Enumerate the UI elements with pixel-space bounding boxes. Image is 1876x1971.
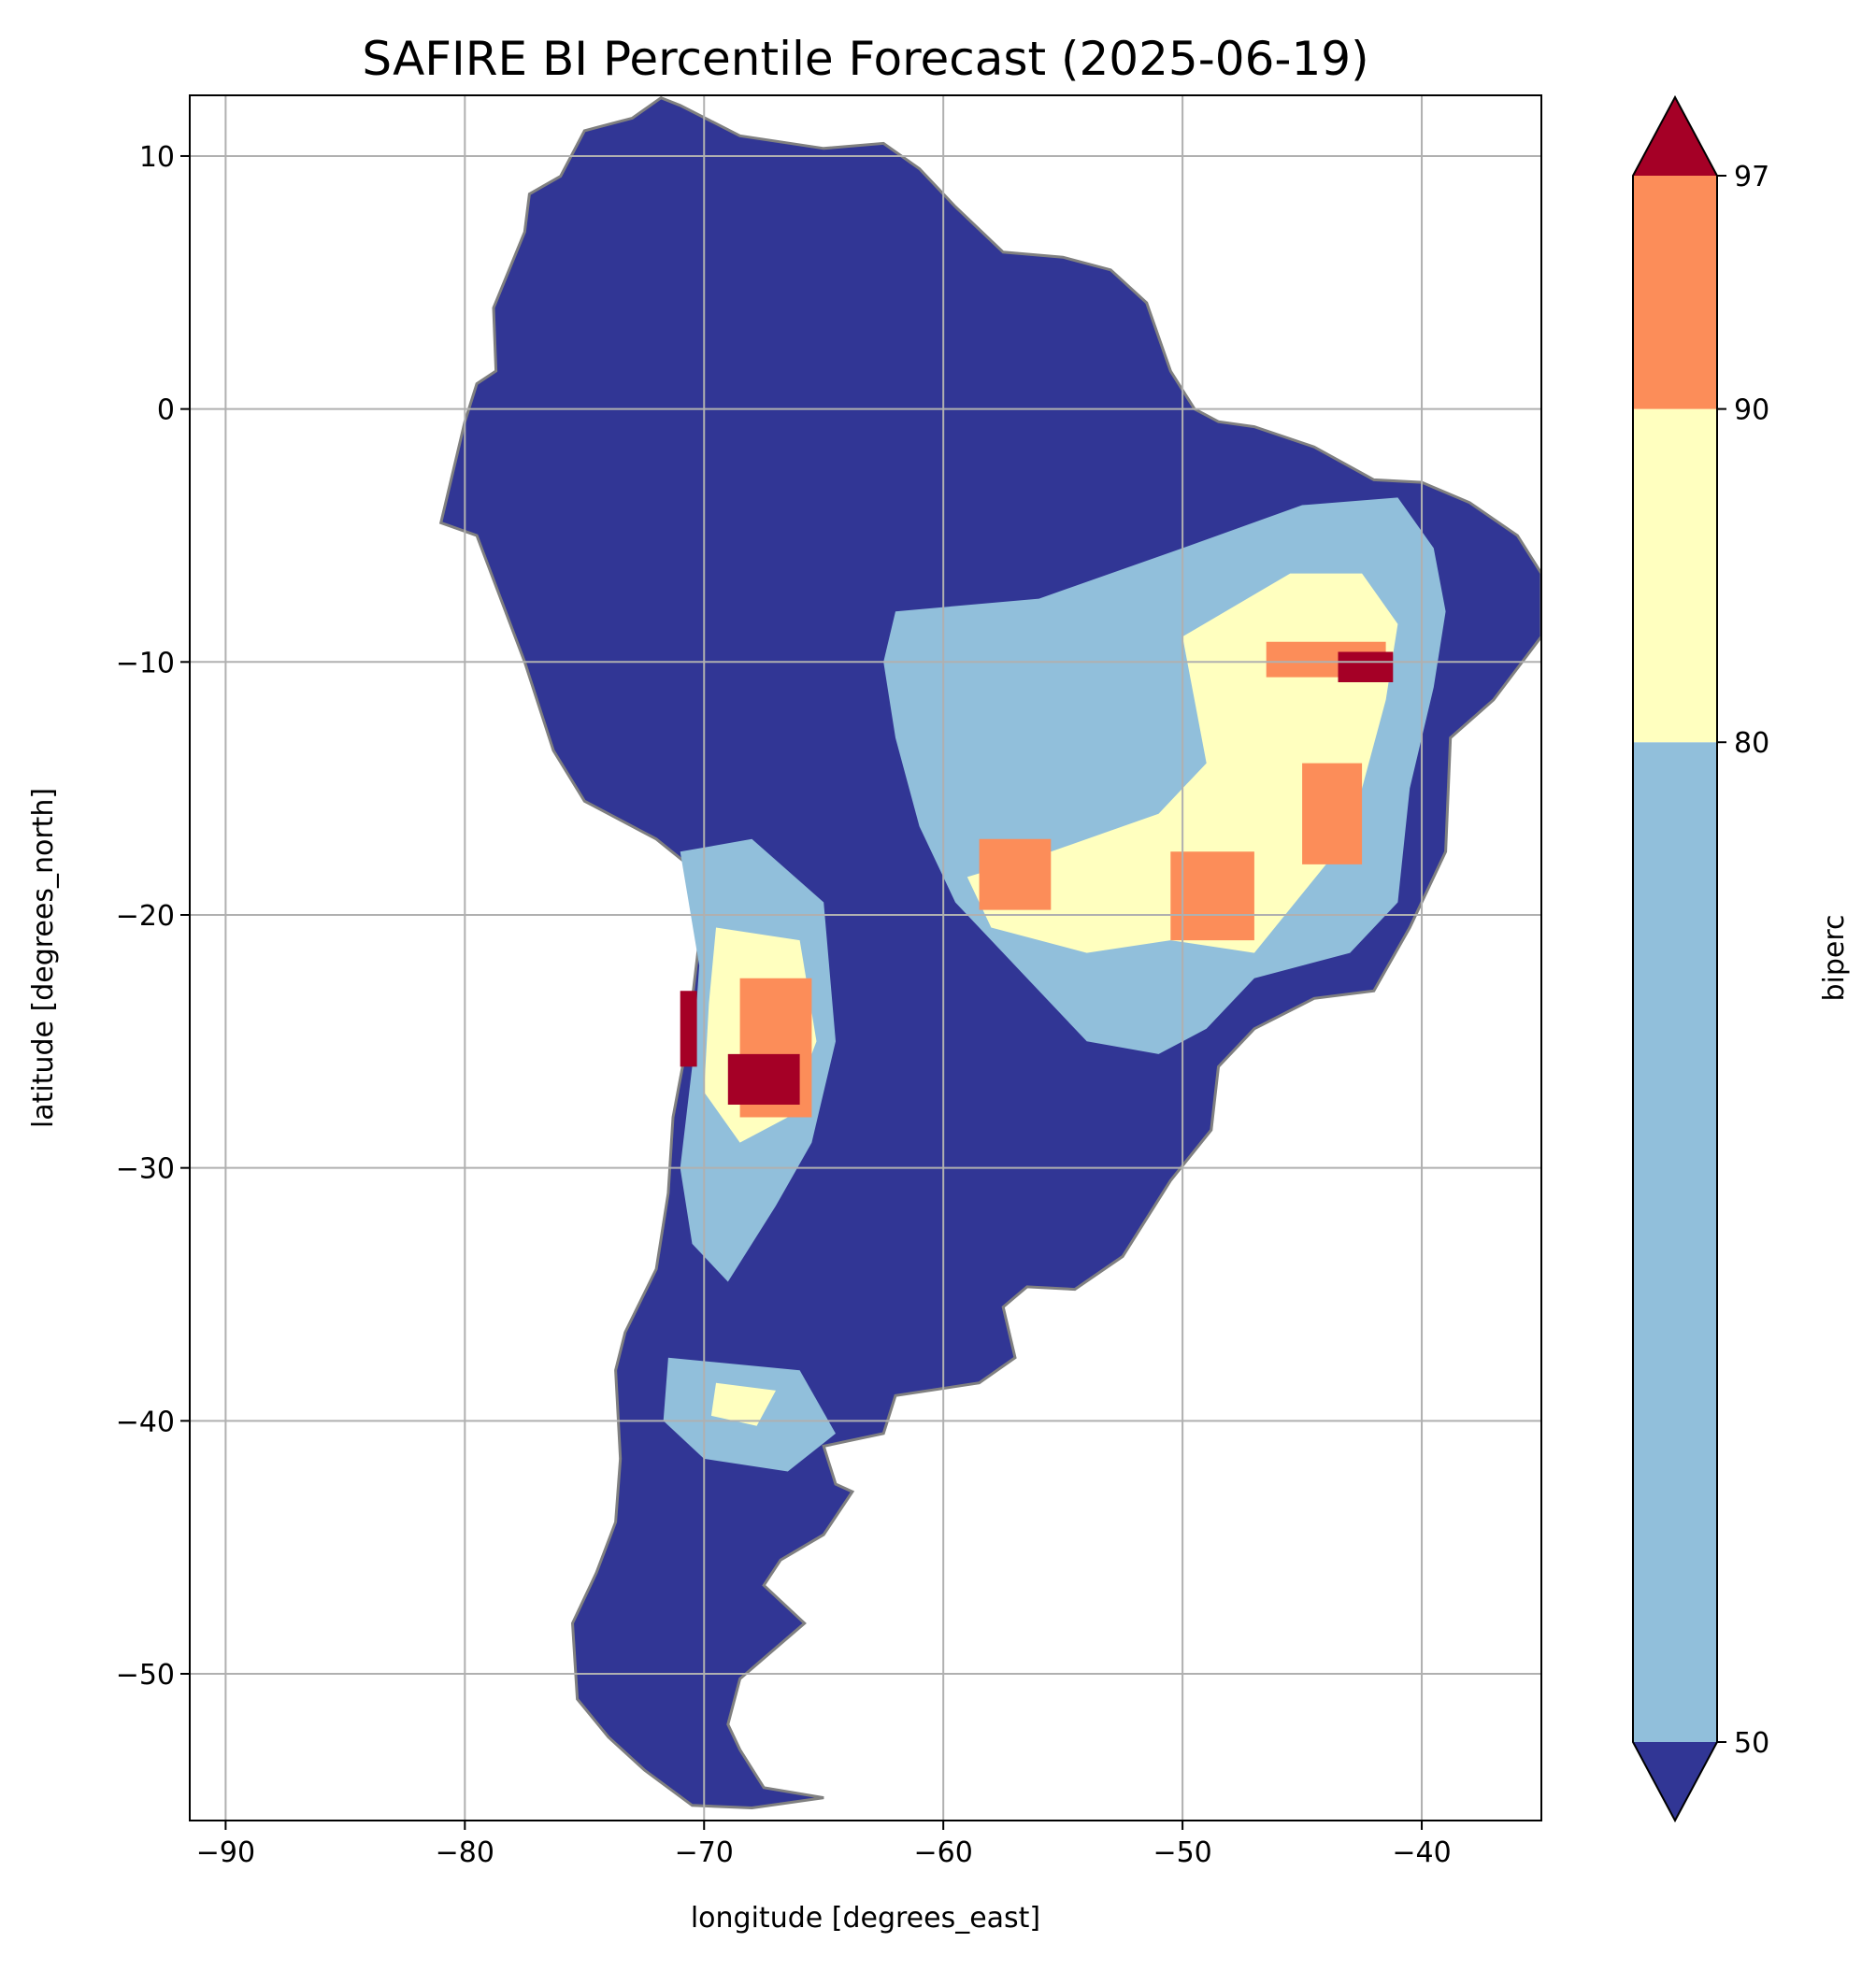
y-axis-ticks: 10 0 −10 −20 −30 −40 −50 bbox=[116, 141, 190, 1692]
x-axis-label: longitude [degrees_east] bbox=[691, 1902, 1040, 1935]
colorbar-ticks: 50 80 90 97 bbox=[1717, 161, 1769, 1760]
y-tick-label: −40 bbox=[116, 1406, 175, 1438]
colorbar bbox=[1632, 94, 1718, 1823]
x-axis-ticks: −90 −80 −70 −60 −50 −40 bbox=[196, 1821, 1452, 1869]
colorbar-tick-label: 90 bbox=[1734, 394, 1769, 427]
y-tick-label: −50 bbox=[116, 1659, 175, 1692]
y-axis-label: latitude [degrees_north] bbox=[27, 788, 60, 1128]
plot-frame bbox=[189, 94, 1542, 1821]
region-90-97-10 bbox=[979, 838, 1052, 910]
colorbar-tick-label: 97 bbox=[1734, 161, 1769, 193]
colorbar-tick-label: 50 bbox=[1734, 1727, 1769, 1760]
x-tick-label: −50 bbox=[1153, 1836, 1211, 1869]
region-90-97-9 bbox=[1170, 851, 1254, 941]
y-tick-label: −30 bbox=[116, 1153, 175, 1186]
gridlines bbox=[190, 95, 1541, 1821]
region-80-90-6 bbox=[710, 1382, 776, 1426]
chart-title: SAFIRE BI Percentile Forecast (2025-06-1… bbox=[362, 32, 1368, 86]
x-tick-label: −40 bbox=[1392, 1836, 1451, 1869]
region-90-97-8 bbox=[1302, 763, 1363, 864]
region-over-13 bbox=[680, 991, 697, 1067]
y-tick-label: −20 bbox=[116, 900, 175, 933]
x-tick-label: −70 bbox=[675, 1836, 734, 1869]
map-layer bbox=[438, 96, 1541, 1810]
region-over-14 bbox=[1338, 651, 1394, 682]
region-over-12 bbox=[727, 1053, 800, 1105]
x-tick-label: −80 bbox=[436, 1836, 494, 1869]
y-tick-label: −10 bbox=[116, 647, 175, 679]
colorbar-under-arrow bbox=[1633, 1742, 1717, 1821]
colorbar-over-arrow bbox=[1633, 97, 1717, 176]
y-tick-label: 0 bbox=[157, 394, 175, 427]
colorbar-segment-50-80 bbox=[1633, 742, 1717, 1742]
y-tick-label: 10 bbox=[139, 141, 175, 174]
colorbar-label: biperc bbox=[1818, 914, 1851, 1001]
colorbar-tick-label: 80 bbox=[1734, 727, 1769, 760]
colorbar-segment-90-97 bbox=[1633, 176, 1717, 409]
x-tick-label: −90 bbox=[196, 1836, 255, 1869]
colorbar-segment-80-90 bbox=[1633, 408, 1717, 743]
x-tick-label: −60 bbox=[914, 1836, 973, 1869]
